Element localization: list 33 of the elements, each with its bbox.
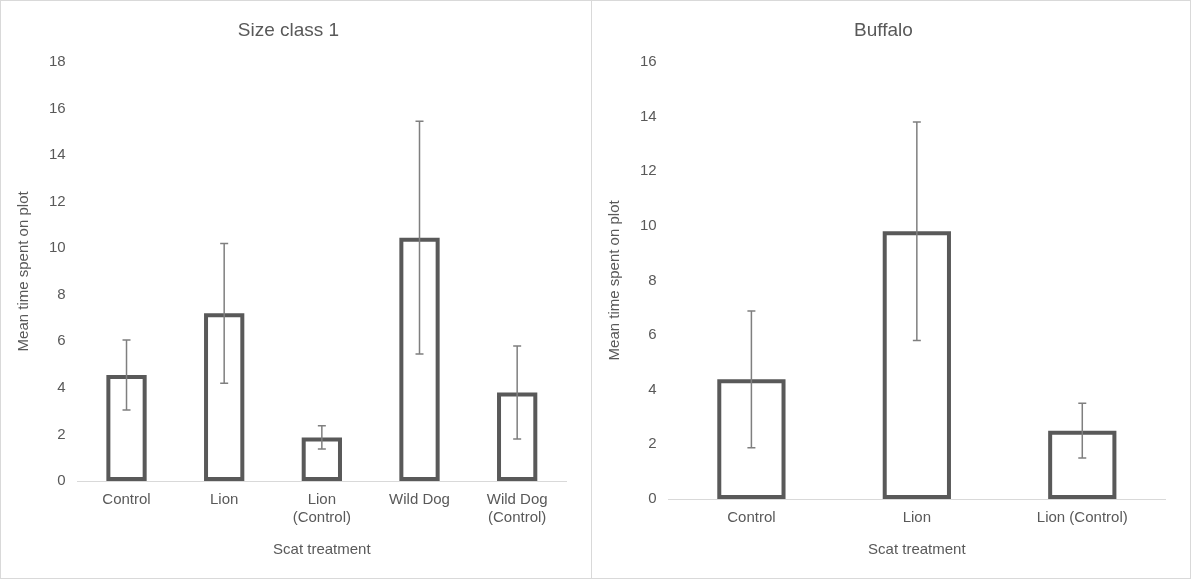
- x-tick-label: Lion: [902, 508, 932, 526]
- y-tick-label: 12: [49, 191, 66, 209]
- y-axis-title: Mean time spent on plot: [605, 199, 623, 361]
- x-tick-label: Lion (Control): [1036, 508, 1128, 526]
- x-tick-label: Lion (Control): [292, 490, 352, 526]
- y-tick-label: 0: [57, 471, 66, 489]
- x-axis-title: Scat treatment: [868, 540, 967, 558]
- y-tick-label: 4: [57, 377, 66, 395]
- y-tick-label: 10: [49, 238, 66, 256]
- x-axis-title: Scat treatment: [273, 540, 372, 558]
- y-tick-label: 10: [640, 215, 657, 233]
- y-tick-label: 18: [49, 51, 66, 69]
- y-tick-label: 6: [648, 325, 657, 343]
- y-axis-title: Mean time spent on plot: [14, 190, 32, 352]
- y-tick-label: 12: [640, 161, 657, 179]
- y-tick-label: 6: [57, 331, 66, 349]
- x-tick-label: Wild Dog (Control): [486, 490, 548, 526]
- x-tick-label: Control: [102, 490, 151, 508]
- y-tick-label: 8: [648, 270, 657, 288]
- y-tick-label: 2: [57, 424, 66, 442]
- y-tick-label: 0: [648, 489, 657, 507]
- x-tick-label: Wild Dog: [389, 490, 450, 508]
- y-tick-label: 8: [57, 284, 66, 302]
- y-tick-label: 4: [648, 379, 657, 397]
- x-tick-label: Control: [727, 508, 776, 526]
- chart-title: Buffalo: [854, 18, 913, 40]
- x-tick-label: Lion: [210, 490, 239, 508]
- y-tick-label: 14: [640, 106, 657, 124]
- y-tick-label: 14: [49, 145, 66, 163]
- y-tick-label: 16: [49, 98, 66, 116]
- chart-title: Size class 1: [237, 18, 340, 40]
- y-tick-label: 16: [640, 51, 657, 69]
- y-tick-label: 2: [648, 434, 657, 452]
